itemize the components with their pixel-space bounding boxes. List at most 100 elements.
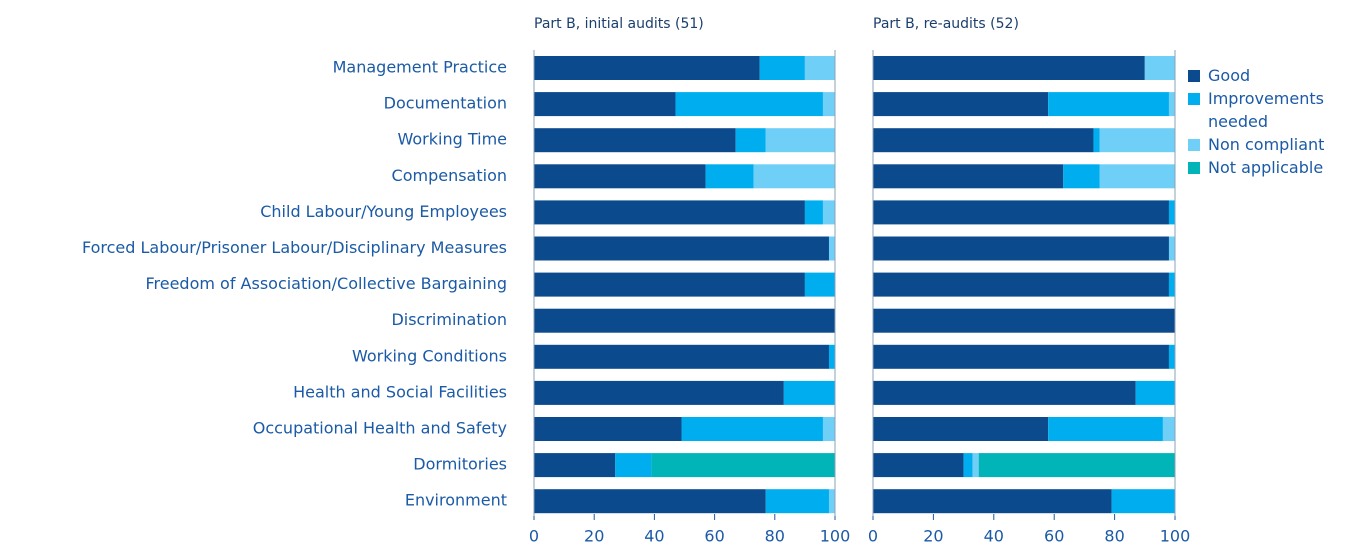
bar-segment <box>1135 380 1175 405</box>
bar-segment <box>804 200 823 225</box>
bar-segment <box>534 417 682 441</box>
x-tick-label: 100 <box>820 527 851 546</box>
bar-segment <box>873 344 1169 369</box>
bar-segment <box>534 272 805 297</box>
bar-segment <box>828 344 835 369</box>
bar-segment <box>534 92 676 117</box>
category-label: Child Labour/Young Employees <box>260 202 507 221</box>
x-tick-label: 80 <box>765 527 785 546</box>
x-tick-label: 40 <box>644 527 664 546</box>
bar-segment <box>534 200 805 225</box>
bar-segment <box>822 92 835 117</box>
x-tick-label: 0 <box>529 527 539 546</box>
bar-segment <box>1168 236 1175 261</box>
bar-segment <box>1168 92 1175 117</box>
legend-swatch <box>1188 70 1200 82</box>
x-tick-label: 60 <box>704 527 724 546</box>
legend: Good Improvements needed Non compliant Not … <box>1188 64 1363 179</box>
bar-segment <box>534 380 784 405</box>
bar-segment <box>873 417 1049 441</box>
bar-segment <box>783 380 835 405</box>
category-label: Forced Labour/Prisoner Labour/Disciplina… <box>82 238 507 257</box>
bar-segment <box>873 489 1112 514</box>
category-label: Health and Social Facilities <box>293 382 507 401</box>
category-label: Occupational Health and Safety <box>253 419 507 438</box>
bar-segment <box>759 56 805 80</box>
bar-segment <box>873 56 1145 80</box>
bar-segment <box>873 128 1094 153</box>
bar-segment <box>828 489 835 514</box>
bar-segment <box>1168 272 1175 297</box>
bar-segment <box>675 92 823 117</box>
x-tick-label: 100 <box>1160 527 1191 546</box>
bar-segment <box>753 164 835 189</box>
bar-segment <box>534 344 829 369</box>
x-tick-label: 0 <box>868 527 878 546</box>
bar-segment <box>534 128 736 153</box>
panel-title: Part B, re-audits (52) <box>873 16 1019 32</box>
bar-segment <box>534 236 829 261</box>
bar-segment <box>1048 417 1163 441</box>
bar-segment <box>978 453 1175 478</box>
category-label: Discrimination <box>391 310 507 329</box>
category-label: Environment <box>405 491 507 510</box>
bar-segment <box>615 453 652 478</box>
category-label: Compensation <box>392 166 507 185</box>
bar-segment <box>873 453 964 478</box>
bar-segment <box>873 92 1049 117</box>
bar-segment <box>534 489 766 514</box>
x-tick-label: 40 <box>984 527 1004 546</box>
bar-segment <box>1063 164 1100 189</box>
legend-label: Not applicable <box>1208 158 1324 177</box>
category-label: Documentation <box>384 94 507 113</box>
legend-label: Non compliant <box>1208 135 1325 154</box>
bar-segment <box>681 417 823 441</box>
legend-item: Improvements needed <box>1188 87 1363 133</box>
bar-segment <box>873 308 1175 333</box>
bar-segment <box>963 453 973 478</box>
bar-segment <box>804 272 835 297</box>
bar-segment <box>972 453 979 478</box>
bar-segment <box>1111 489 1175 514</box>
bar-segment <box>735 128 766 153</box>
legend-label: Improvements needed <box>1208 89 1324 131</box>
bar-segment <box>1099 164 1175 189</box>
bar-segment <box>873 380 1136 405</box>
legend-item: Good <box>1188 64 1363 87</box>
bar-segment <box>765 489 829 514</box>
bar-segment <box>1162 417 1175 441</box>
bar-segment <box>1099 128 1175 153</box>
bar-segment <box>534 56 760 80</box>
bar-segment <box>828 236 835 261</box>
bar-segment <box>873 236 1169 261</box>
legend-swatch <box>1188 162 1200 174</box>
x-tick-label: 20 <box>923 527 943 546</box>
bar-segment <box>534 308 835 333</box>
bar-segment <box>873 200 1169 225</box>
bar-segment <box>873 164 1064 189</box>
bar-segment <box>765 128 835 153</box>
x-tick-label: 60 <box>1044 527 1064 546</box>
bar-segment <box>705 164 754 189</box>
bar-segment <box>873 272 1169 297</box>
category-label: Management Practice <box>333 58 507 77</box>
legend-swatch <box>1188 139 1200 151</box>
legend-item: Non compliant <box>1188 133 1363 156</box>
bar-segment <box>534 453 616 478</box>
x-tick-label: 20 <box>584 527 604 546</box>
bar-segment <box>822 417 835 441</box>
category-label: Dormitories <box>413 455 507 474</box>
bar-segment <box>1144 56 1175 80</box>
bar-segment <box>534 164 706 189</box>
bar-segment <box>1168 200 1175 225</box>
category-label: Freedom of Association/Collective Bargai… <box>145 274 507 293</box>
bar-segment <box>1093 128 1100 153</box>
legend-item: Not applicable <box>1188 156 1363 179</box>
category-label: Working Conditions <box>352 346 507 365</box>
legend-swatch <box>1188 93 1200 105</box>
bar-segment <box>822 200 835 225</box>
category-label: Working Time <box>398 130 508 149</box>
panel-title: Part B, initial audits (51) <box>534 16 704 32</box>
